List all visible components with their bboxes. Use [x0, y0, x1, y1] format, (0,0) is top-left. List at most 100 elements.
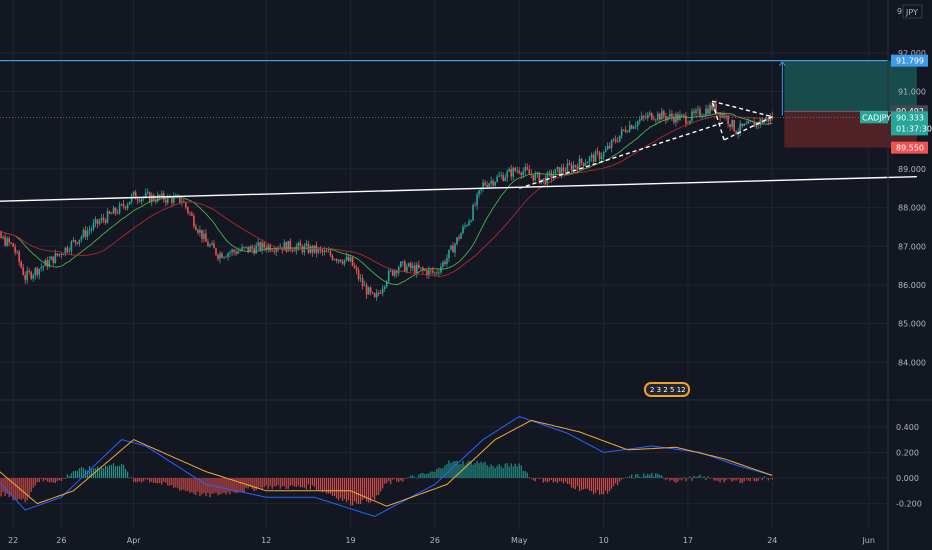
histogram-bar: [237, 478, 239, 493]
histogram-bar: [440, 468, 442, 478]
histogram-bar: [761, 478, 763, 481]
candle-body: [66, 247, 69, 252]
histogram-bar: [494, 468, 496, 478]
histogram-bar: [209, 478, 211, 498]
candle-body: [128, 201, 131, 205]
candle-body: [719, 112, 721, 118]
x-tick-label: Jun: [861, 536, 875, 545]
histogram-bar: [598, 478, 601, 495]
candle-body: [711, 105, 713, 110]
candle-body: [667, 116, 669, 120]
histogram-bar: [16, 478, 18, 500]
histogram-bar: [653, 476, 655, 478]
candle-body: [275, 249, 278, 252]
indicator-axis[interactable]: 0.400 0.200 0.000 -0.200: [896, 423, 922, 509]
histogram-bar: [420, 473, 422, 478]
histogram-bar: [187, 478, 189, 491]
histogram-bar: [400, 478, 402, 481]
candle-body: [58, 253, 61, 256]
candle-body: [675, 114, 677, 123]
histogram-bar: [102, 468, 105, 478]
candle-body: [574, 165, 577, 167]
candle-body: [693, 111, 695, 114]
histogram-bar: [538, 478, 540, 480]
candle-body: [363, 285, 366, 287]
candle-body: [568, 163, 571, 165]
histogram-bar: [10, 478, 12, 495]
candle-body: [26, 270, 29, 280]
candle-body: [470, 220, 472, 222]
candle-body: [472, 205, 474, 221]
histogram-bar: [456, 460, 458, 478]
histogram-bar: [398, 478, 400, 483]
histogram-bar: [193, 478, 195, 494]
histogram-bar: [609, 478, 611, 492]
histogram-bar: [659, 474, 661, 478]
histogram-bar: [450, 462, 452, 478]
candle-body: [655, 119, 657, 121]
candle-body: [126, 204, 129, 209]
histogram-bar: [315, 478, 318, 490]
candle-body: [345, 256, 348, 260]
histogram-bar: [265, 478, 267, 486]
candle-body: [100, 217, 103, 222]
histogram-bar: [173, 478, 175, 489]
candle-body: [514, 167, 517, 172]
histogram-bar: [14, 478, 16, 499]
candle-body: [315, 245, 318, 253]
candle-body: [361, 278, 364, 287]
candle-body: [767, 117, 770, 122]
candle-body: [592, 154, 595, 162]
x-tick-label: 26: [430, 536, 440, 545]
candle-body: [636, 121, 639, 126]
macd-line: [0, 416, 773, 517]
candle-body: [52, 256, 55, 264]
candle-body: [550, 172, 553, 179]
histogram-bar: [548, 478, 550, 482]
currency-badge[interactable]: [902, 4, 923, 19]
candle-body: [243, 247, 245, 248]
histogram-bar: [617, 478, 619, 486]
histogram-bar: [733, 478, 735, 481]
candle-body: [432, 270, 434, 273]
candle-body: [663, 111, 665, 117]
candle-body: [76, 242, 79, 244]
histogram-bar: [639, 476, 641, 478]
price-axis[interactable]: 92.000 91.000 89.000 88.000 87.000 86.000 85.0…: [898, 49, 926, 367]
histogram-bar: [52, 478, 54, 483]
x-tick-label: 24: [767, 536, 777, 545]
candle-body: [598, 152, 601, 159]
histogram-bar: [412, 475, 414, 478]
histogram-bar: [681, 478, 683, 481]
histogram-bar: [649, 474, 651, 478]
time-axis[interactable]: 2226Apr121926May101724Jun714: [8, 536, 932, 545]
histogram-bar: [448, 460, 450, 478]
histogram-bar: [512, 466, 514, 478]
candle-body: [211, 243, 213, 245]
candle-body: [420, 267, 422, 269]
histogram-bar: [281, 478, 283, 487]
histogram-bar: [390, 478, 392, 485]
histogram-bar: [643, 473, 645, 478]
histogram-bar: [631, 474, 633, 478]
candle-body: [578, 158, 581, 170]
candle-body: [528, 169, 531, 174]
histogram-bar: [60, 478, 62, 481]
histogram-bar: [353, 478, 356, 502]
candle-body: [414, 265, 416, 274]
histogram-bar: [386, 478, 388, 484]
histogram-bar: [171, 478, 173, 486]
histogram-bar: [693, 475, 695, 478]
histogram-bar: [116, 465, 119, 478]
histogram-bar: [709, 478, 711, 479]
histogram-bar: [466, 462, 468, 478]
histogram-bar: [74, 470, 77, 478]
candle-body: [526, 167, 529, 170]
histogram-bar: [613, 478, 615, 487]
candle-body: [164, 200, 167, 203]
histogram-bar: [741, 478, 743, 484]
y-tick-label: 86.000: [898, 281, 926, 290]
candle-body: [486, 185, 488, 187]
histogram-bar: [582, 478, 585, 490]
